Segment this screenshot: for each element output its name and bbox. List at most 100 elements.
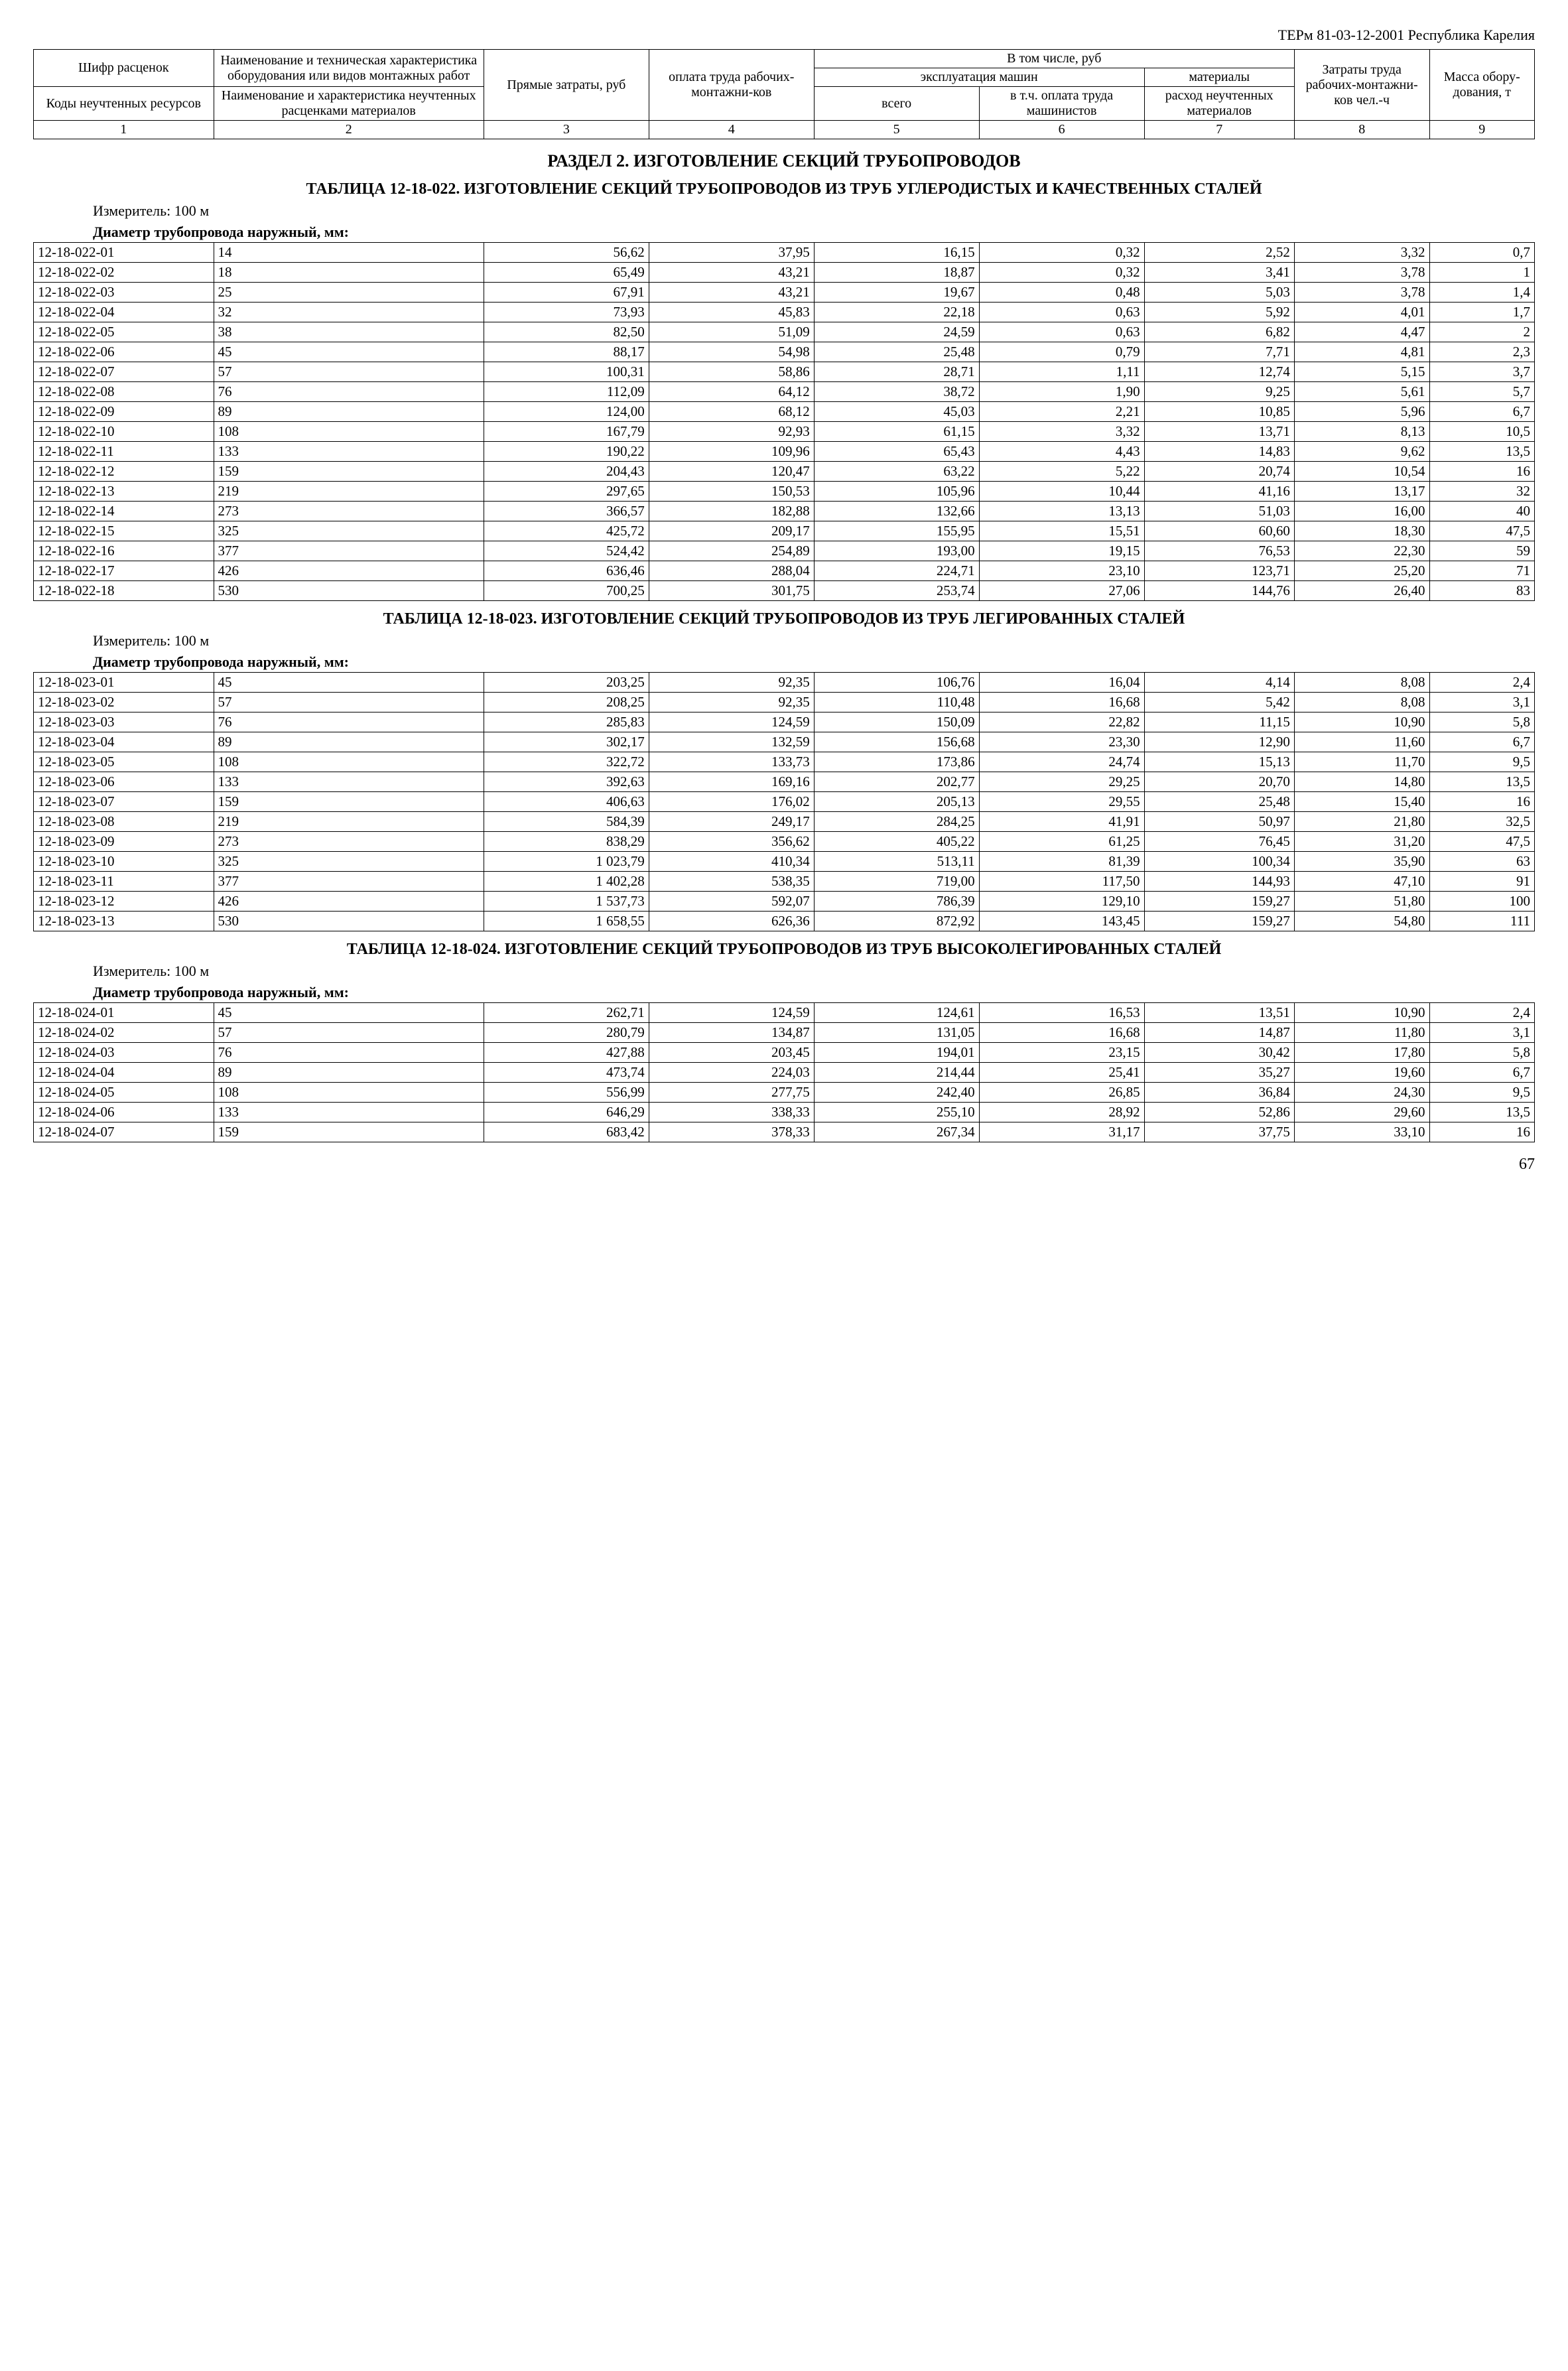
table-cell: 10,90 — [1294, 712, 1429, 732]
table-cell: 45 — [214, 673, 484, 693]
table-cell: 3,41 — [1144, 263, 1294, 283]
table-cell: 27,06 — [979, 581, 1144, 601]
table-cell: 50,97 — [1144, 812, 1294, 832]
table-cell: 12-18-024-05 — [34, 1083, 214, 1103]
table-cell: 284,25 — [814, 812, 979, 832]
table-cell: 288,04 — [649, 561, 814, 581]
table-cell: 2,3 — [1429, 342, 1534, 362]
table-row: 12-18-022-0876112,0964,1238,721,909,255,… — [34, 382, 1535, 402]
page-number: 67 — [33, 1156, 1535, 1174]
t024-measure: Измеритель: 100 м — [93, 963, 1535, 980]
table-cell: 124,61 — [814, 1003, 979, 1023]
table-cell: 410,34 — [649, 852, 814, 872]
table-cell: 51,09 — [649, 322, 814, 342]
hdr-c5top: В том числе, руб — [814, 50, 1294, 68]
table-cell: 366,57 — [484, 502, 649, 521]
table-cell: 18 — [214, 263, 484, 283]
table-cell: 6,7 — [1429, 402, 1534, 422]
table-cell: 9,5 — [1429, 1083, 1534, 1103]
table-row: 12-18-022-021865,4943,2118,870,323,413,7… — [34, 263, 1535, 283]
table-cell: 12-18-024-03 — [34, 1043, 214, 1063]
table-cell: 12-18-022-04 — [34, 303, 214, 322]
table-row: 12-18-022-0989124,0068,1245,032,2110,855… — [34, 402, 1535, 422]
table-cell: 20,74 — [1144, 462, 1294, 482]
table-row: 12-18-024-0489473,74224,03214,4425,4135,… — [34, 1063, 1535, 1083]
table-cell: 24,59 — [814, 322, 979, 342]
table-cell: 3,78 — [1294, 263, 1429, 283]
table-cell: 37,75 — [1144, 1122, 1294, 1142]
table-cell: 28,92 — [979, 1103, 1144, 1122]
table-cell: 513,11 — [814, 852, 979, 872]
table-cell: 838,29 — [484, 832, 649, 852]
table-cell: 100 — [1429, 892, 1534, 912]
table-cell: 12-18-022-06 — [34, 342, 214, 362]
t023-title: ТАБЛИЦА 12-18-023. ИЗГОТОВЛЕНИЕ СЕКЦИЙ Т… — [33, 610, 1535, 628]
table-row: 12-18-023-124261 537,73592,07786,39129,1… — [34, 892, 1535, 912]
table-row: 12-18-022-15325425,72209,17155,9515,5160… — [34, 521, 1535, 541]
table-row: 12-18-024-0376427,88203,45194,0123,1530,… — [34, 1043, 1535, 1063]
table-cell: 108 — [214, 422, 484, 442]
t023-subhead: Диаметр трубопровода наружный, мм: — [93, 653, 1535, 671]
table-cell: 32 — [214, 303, 484, 322]
table-cell: 13,51 — [1144, 1003, 1294, 1023]
table-cell: 32,5 — [1429, 812, 1534, 832]
table-cell: 14,87 — [1144, 1023, 1294, 1043]
table-row: 12-18-023-05108322,72133,73173,8624,7415… — [34, 752, 1535, 772]
table-cell: 9,25 — [1144, 382, 1294, 402]
table-cell: 0,48 — [979, 283, 1144, 303]
table-cell: 301,75 — [649, 581, 814, 601]
table-cell: 12-18-023-09 — [34, 832, 214, 852]
table-cell: 277,75 — [649, 1083, 814, 1103]
table-cell: 32 — [1429, 482, 1534, 502]
table-cell: 12-18-022-02 — [34, 263, 214, 283]
table-cell: 133,73 — [649, 752, 814, 772]
table-cell: 19,60 — [1294, 1063, 1429, 1083]
t022-subhead: Диаметр трубопровода наружный, мм: — [93, 224, 1535, 241]
table-cell: 29,25 — [979, 772, 1144, 792]
table-cell: 45,03 — [814, 402, 979, 422]
table-cell: 16,04 — [979, 673, 1144, 693]
table-cell: 2,21 — [979, 402, 1144, 422]
table-cell: 872,92 — [814, 912, 979, 931]
table-cell: 89 — [214, 732, 484, 752]
table-cell: 13,13 — [979, 502, 1144, 521]
table-cell: 378,33 — [649, 1122, 814, 1142]
table-cell: 224,03 — [649, 1063, 814, 1083]
table-cell: 646,29 — [484, 1103, 649, 1122]
table-cell: 1,11 — [979, 362, 1144, 382]
table-cell: 83 — [1429, 581, 1534, 601]
table-cell: 12-18-024-07 — [34, 1122, 214, 1142]
table-cell: 68,12 — [649, 402, 814, 422]
table-cell: 16,15 — [814, 243, 979, 263]
table-cell: 11,60 — [1294, 732, 1429, 752]
table-cell: 17,80 — [1294, 1043, 1429, 1063]
table-cell: 13,17 — [1294, 482, 1429, 502]
table-cell: 88,17 — [484, 342, 649, 362]
table-cell: 302,17 — [484, 732, 649, 752]
table-cell: 117,50 — [979, 872, 1144, 892]
table-cell: 29,55 — [979, 792, 1144, 812]
table-cell: 262,71 — [484, 1003, 649, 1023]
t022-table: 12-18-022-011456,6237,9516,150,322,523,3… — [33, 242, 1535, 601]
table-cell: 31,17 — [979, 1122, 1144, 1142]
table-cell: 12-18-022-11 — [34, 442, 214, 462]
table-cell: 76 — [214, 712, 484, 732]
table-cell: 2,4 — [1429, 1003, 1534, 1023]
header-table: Шифр расценок Наименование и техническая… — [33, 49, 1535, 139]
table-cell: 13,5 — [1429, 1103, 1534, 1122]
table-cell: 636,46 — [484, 561, 649, 581]
hdr-c5: всего — [814, 87, 979, 121]
table-cell: 12-18-023-06 — [34, 772, 214, 792]
table-cell: 12-18-022-01 — [34, 243, 214, 263]
table-row: 12-18-022-053882,5051,0924,590,636,824,4… — [34, 322, 1535, 342]
table-cell: 5,92 — [1144, 303, 1294, 322]
table-cell: 25 — [214, 283, 484, 303]
table-cell: 23,15 — [979, 1043, 1144, 1063]
table-cell: 12-18-023-03 — [34, 712, 214, 732]
table-cell: 6,7 — [1429, 732, 1534, 752]
table-cell: 133 — [214, 1103, 484, 1122]
table-cell: 73,93 — [484, 303, 649, 322]
table-cell: 52,86 — [1144, 1103, 1294, 1122]
table-cell: 133 — [214, 772, 484, 792]
table-cell: 10,85 — [1144, 402, 1294, 422]
